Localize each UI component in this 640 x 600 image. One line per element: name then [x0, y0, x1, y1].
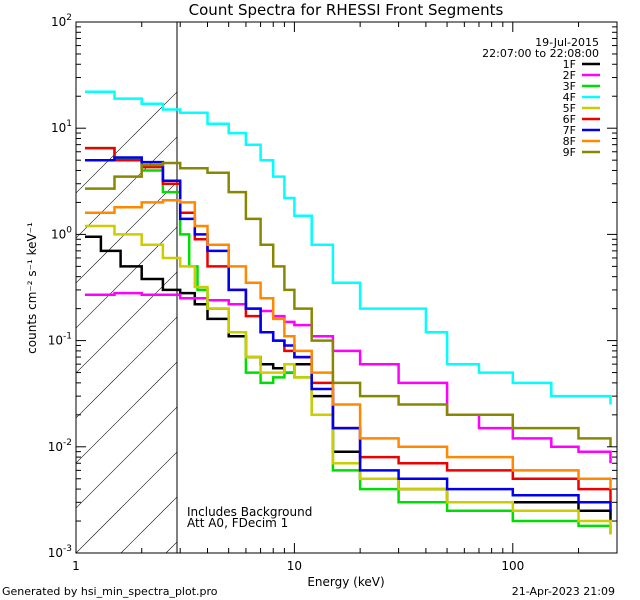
y-tick-label: 10-1 [48, 332, 72, 348]
hatch-line [76, 271, 177, 374]
footer-generator: Generated by hsi_min_spectra_plot.pro [2, 585, 218, 598]
hatch-line [76, 451, 177, 553]
hatch-line [436, 22, 640, 553]
plot-frame [75, 21, 618, 554]
x-tick-label: 100 [501, 559, 524, 573]
legend-label-2f: 2F [563, 69, 576, 82]
y-tick-label: 10-3 [48, 544, 72, 560]
hatch-line [526, 22, 640, 553]
y-tick-label: 10-2 [48, 438, 72, 454]
chart-title: Count Spectra for RHESSI Front Segments [189, 1, 504, 19]
hatch-line [76, 361, 177, 464]
y-tick-label: 102 [51, 13, 72, 29]
legend-date: 19-Jul-2015 [535, 36, 599, 49]
series-line-2f [85, 291, 612, 464]
footer-timestamp: 21-Apr-2023 21:09 [512, 585, 615, 598]
annotation-attenuator: Att A0, FDecim 1 [187, 516, 288, 530]
series-line-7f [85, 156, 612, 511]
hatch-line [76, 181, 177, 284]
x-tick-labels: 1 10 100 [72, 559, 524, 573]
excluded-energy-hatch [76, 22, 640, 553]
y-axis-label: counts cm⁻² s⁻¹ keV⁻¹ [25, 222, 39, 354]
hatch-line [616, 22, 640, 553]
hatch-line [76, 226, 177, 329]
legend-label-3f: 3F [563, 80, 576, 93]
hatch-line [76, 91, 177, 194]
hatch-line [391, 22, 640, 553]
series-line-5f [85, 224, 612, 535]
series-line-8f [85, 198, 612, 490]
series-line-9f [85, 161, 612, 447]
legend-label-1f: 1F [563, 58, 576, 71]
hatch-line [481, 22, 640, 553]
legend-label-9f: 9F [563, 146, 576, 159]
hatch-line [256, 22, 640, 553]
legend-label-7f: 7F [563, 124, 576, 137]
x-tick-label: 1 [72, 559, 80, 573]
y-tick-label: 101 [51, 119, 72, 135]
hatch-line [301, 22, 640, 553]
y-tick-label: 100 [51, 225, 72, 241]
series-group [85, 90, 612, 535]
axis-ticks [75, 21, 618, 554]
x-axis-label: Energy (keV) [307, 575, 384, 589]
hatch-line [76, 406, 177, 509]
legend-label-8f: 8F [563, 135, 576, 148]
legend-label-4f: 4F [563, 91, 576, 104]
x-tick-label: 10 [287, 559, 302, 573]
hatch-line [346, 22, 640, 553]
legend-time-range: 22:07:00 to 22:08:00 [482, 47, 599, 60]
legend-label-5f: 5F [563, 102, 576, 115]
hatch-line [76, 136, 177, 239]
series-line-3f [85, 146, 612, 535]
hatch-line [571, 22, 640, 553]
series-line-4f [85, 90, 612, 405]
y-tick-labels: 102 101 100 10-1 10-2 10-3 [48, 13, 73, 560]
hatch-line [76, 316, 177, 419]
annotation-background: Includes Background [187, 505, 312, 519]
legend-label-6f: 6F [563, 113, 576, 126]
